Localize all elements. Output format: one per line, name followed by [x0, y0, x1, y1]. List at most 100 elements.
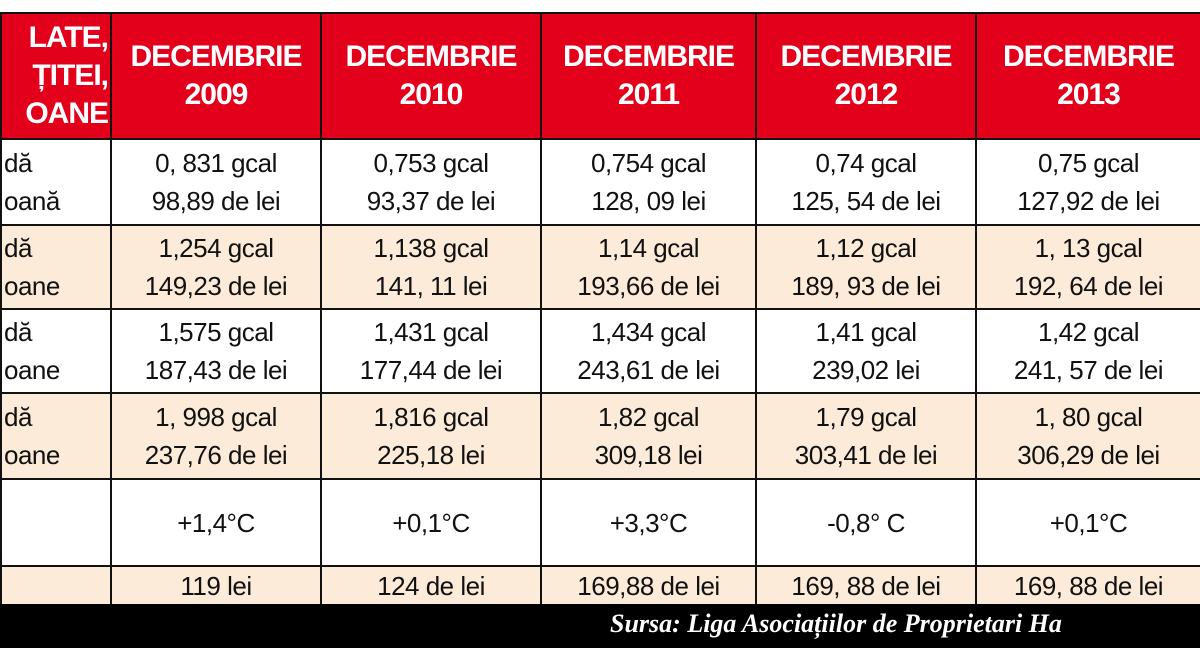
table-cell: +1,4°C [110, 478, 322, 567]
cell-value: 237,76 de lei [144, 440, 288, 470]
row-label-line: oană [4, 186, 60, 216]
cell-value: 1,575 gcal [158, 317, 274, 347]
cell-value: 1,79 gcal [815, 402, 917, 432]
cell-value: 239,02 lei [812, 355, 920, 385]
row-label-cell [0, 565, 112, 607]
cell-value: 169, 88 de lei [791, 571, 941, 601]
table-cell: 1,82 gcal 309,18 lei [540, 392, 757, 480]
row-label-cell: dă oană [0, 138, 112, 226]
heating-cost-table: LATE, ȚITEI, OANE DECEMBRIE 2009 DECEMBRIE… [0, 12, 1200, 607]
cell-value: 193,66 de lei [577, 271, 720, 301]
cell-value: 309,18 lei [594, 440, 703, 470]
table-row: dă oană 0, 831 gcal 98,89 de lei 0,753 gcal 9… [0, 138, 1200, 226]
cell-value: 189, 93 de lei [791, 271, 941, 301]
row-label-line: oane [4, 355, 60, 385]
header-year: 2011 [617, 78, 680, 111]
table-cell: 1,575 gcal 187,43 de lei [110, 308, 322, 394]
row-label-cell: dă oane [0, 224, 112, 310]
cell-value: 243,61 de lei [577, 355, 720, 385]
cell-value: 1,431 gcal [373, 317, 489, 347]
table-cell: 0,753 gcal 93,37 de lei [320, 138, 542, 226]
table-cell: 1,816 gcal 225,18 lei [320, 392, 542, 480]
cell-value: 241, 57 de lei [1013, 355, 1164, 385]
cell-value: 192, 64 de lei [1013, 271, 1164, 301]
cell-value: 187,43 de lei [144, 355, 288, 385]
cell-value: 1,816 gcal [373, 402, 489, 432]
header-row: LATE, ȚITEI, OANE DECEMBRIE 2009 DECEMBRIE… [0, 12, 1200, 140]
row-label-cell [0, 478, 112, 567]
table-row: 119 lei 124 de lei 169,88 de lei 169, 88 de… [0, 565, 1200, 607]
table-cell: 169, 88 de lei [755, 565, 977, 607]
cell-value: 1, 13 gcal [1034, 233, 1143, 263]
cell-value: 93,37 de lei [366, 186, 496, 216]
cell-value: 177,44 de lei [359, 355, 503, 385]
cell-value: 127,92 de lei [1017, 186, 1160, 216]
header-column-2011: DECEMBRIE 2011 [540, 12, 757, 140]
cell-value: 303,41 de lei [794, 440, 938, 470]
cell-value: 149,23 de lei [144, 271, 288, 301]
cell-value: 1, 80 gcal [1034, 402, 1143, 432]
cell-value: +1,4°C [177, 507, 255, 538]
table-cell: -0,8° C [755, 478, 977, 567]
table-cell: 1, 80 gcal 306,29 de lei [975, 392, 1200, 480]
table-cell: 1,434 gcal 243,61 de lei [540, 308, 757, 394]
header-year: 2013 [1057, 78, 1121, 111]
header-column-2009: DECEMBRIE 2009 [110, 12, 322, 140]
table-cell: 0,754 gcal 128, 09 lei [540, 138, 757, 226]
cell-value: 1,138 gcal [373, 233, 489, 263]
table-cell: +0,1°C [975, 478, 1200, 567]
cell-value: 124 de lei [377, 571, 485, 601]
table-cell: 169, 88 de lei [975, 565, 1200, 607]
cell-value: 125, 54 de lei [791, 186, 941, 216]
header-column-2010: DECEMBRIE 2010 [320, 12, 542, 140]
cell-value: 0,753 gcal [373, 148, 489, 178]
table-cell: 1,14 gcal 193,66 de lei [540, 224, 757, 310]
table-cell: 1, 13 gcal 192, 64 de lei [975, 224, 1200, 310]
table-cell: 0, 831 gcal 98,89 de lei [110, 138, 322, 226]
row-label-cell: dă oane [0, 392, 112, 480]
cell-value: 306,29 de lei [1017, 440, 1160, 470]
cell-value: 0,74 gcal [815, 148, 917, 178]
header-label-line: OANE [25, 97, 109, 130]
cell-value: 98,89 de lei [151, 186, 281, 216]
cell-value: 1,254 gcal [158, 233, 274, 263]
table-cell: 169,88 de lei [540, 565, 757, 607]
source-text: Sursa: Liga Asociațiilor de Proprietari … [610, 609, 1062, 638]
cell-value: -0,8° C [827, 507, 905, 538]
table-cell: 1, 998 gcal 237,76 de lei [110, 392, 322, 480]
row-label-line: dă [4, 233, 32, 263]
cell-value: 0,754 gcal [591, 148, 706, 178]
cell-value: 1,41 gcal [815, 317, 917, 347]
header-label-cell: LATE, ȚITEI, OANE [0, 12, 112, 140]
table-cell: +0,1°C [320, 478, 542, 567]
cell-value: +0,1°C [392, 507, 470, 538]
table-cell: 1,254 gcal 149,23 de lei [110, 224, 322, 310]
cell-value: 128, 09 lei [591, 186, 706, 216]
table-cell: 1,79 gcal 303,41 de lei [755, 392, 977, 480]
table-row: +1,4°C +0,1°C +3,3°C -0,8° C +0,1°C [0, 478, 1200, 567]
row-label-line: oane [4, 440, 60, 470]
cell-value: 1,14 gcal [597, 233, 700, 263]
row-label-line: dă [4, 317, 32, 347]
cell-value: 1,42 gcal [1037, 317, 1140, 347]
header-month: DECEMBRIE [562, 40, 735, 73]
row-label-cell: dă oane [0, 308, 112, 394]
table-cell: 1,431 gcal 177,44 de lei [320, 308, 542, 394]
source-footer: Sursa: Liga Asociațiilor de Proprietari … [0, 604, 1200, 648]
cell-value: 141, 11 lei [374, 271, 488, 301]
row-label-line: dă [4, 148, 32, 178]
header-year: 2012 [834, 78, 899, 111]
table-row: dă oane 1, 998 gcal 237,76 de lei 1,816 gcal… [0, 392, 1200, 480]
table-cell: 1,41 gcal 239,02 lei [755, 308, 977, 394]
row-label-line: oane [4, 271, 60, 301]
header-column-2012: DECEMBRIE 2012 [755, 12, 977, 140]
cell-value: 1,434 gcal [591, 317, 706, 347]
cell-value: 119 lei [180, 571, 252, 601]
header-month: DECEMBRIE [130, 40, 302, 73]
header-label-line: ȚITEI, [32, 59, 109, 92]
cell-value: 1, 998 gcal [155, 402, 277, 432]
cell-value: 1,82 gcal [597, 402, 700, 432]
table-cell: 1,42 gcal 241, 57 de lei [975, 308, 1200, 394]
table-row: dă oane 1,575 gcal 187,43 de lei 1,431 gcal 1… [0, 308, 1200, 394]
row-label-line: dă [4, 402, 32, 432]
